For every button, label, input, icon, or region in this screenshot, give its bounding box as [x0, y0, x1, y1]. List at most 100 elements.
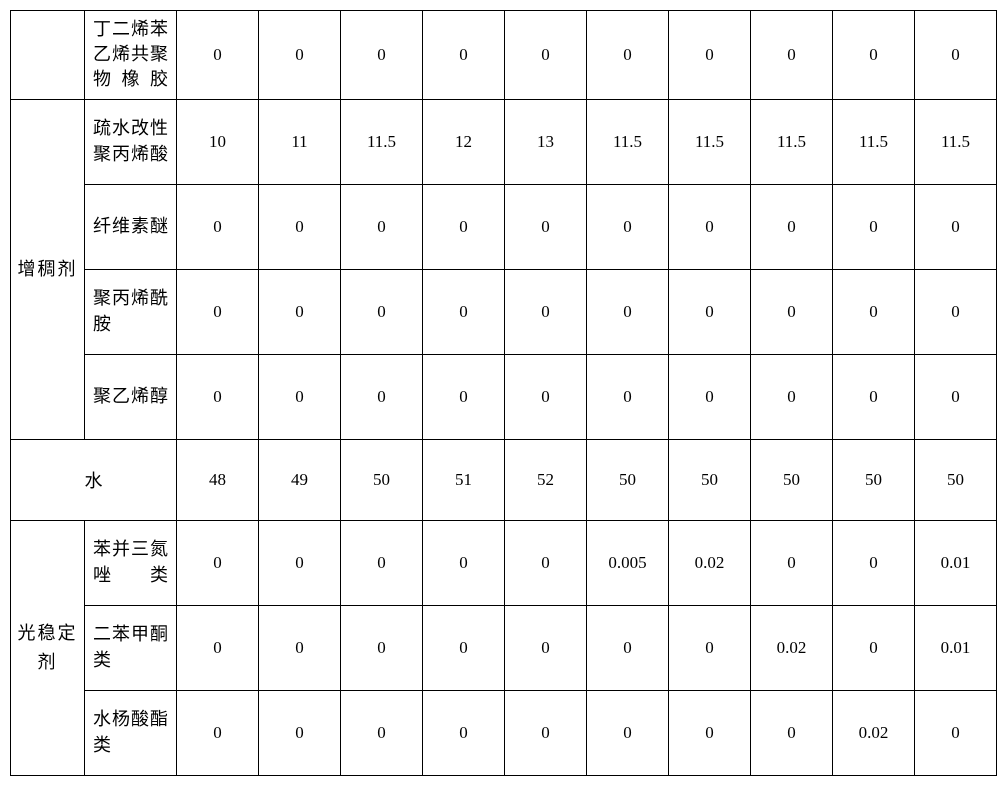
data-cell: 0	[915, 184, 997, 269]
data-cell: 0	[341, 11, 423, 100]
data-cell: 0.005	[587, 520, 669, 605]
data-cell: 0	[259, 269, 341, 354]
data-cell: 50	[587, 439, 669, 520]
data-cell: 0	[751, 184, 833, 269]
data-cell: 0	[341, 269, 423, 354]
data-cell: 11.5	[915, 99, 997, 184]
data-cell: 50	[341, 439, 423, 520]
table-row: 水杨酸酯类 0 0 0 0 0 0 0 0 0.02 0	[11, 690, 997, 775]
data-cell: 0	[423, 11, 505, 100]
data-cell: 0	[915, 11, 997, 100]
group-cell-prev	[11, 11, 85, 100]
data-cell: 0	[669, 11, 751, 100]
data-cell: 0.02	[669, 520, 751, 605]
data-cell: 0	[669, 184, 751, 269]
data-cell: 50	[833, 439, 915, 520]
data-cell: 0	[587, 184, 669, 269]
data-cell: 0	[505, 520, 587, 605]
data-cell: 0	[341, 690, 423, 775]
data-cell: 0	[833, 184, 915, 269]
data-cell: 0	[341, 520, 423, 605]
data-cell: 0	[587, 605, 669, 690]
data-cell: 0	[423, 354, 505, 439]
row-label: 水杨酸酯类	[85, 690, 177, 775]
row-label: 纤维素醚	[85, 184, 177, 269]
data-cell: 0	[177, 11, 259, 100]
data-cell: 0	[833, 11, 915, 100]
data-cell: 0	[751, 269, 833, 354]
data-cell: 12	[423, 99, 505, 184]
data-cell: 0	[669, 605, 751, 690]
data-cell: 0	[177, 605, 259, 690]
data-cell: 51	[423, 439, 505, 520]
data-cell: 0	[177, 690, 259, 775]
data-cell: 0	[587, 269, 669, 354]
table-row: 光稳定 剂 苯并三氮唑类 0 0 0 0 0 0.005 0.02 0 0 0.…	[11, 520, 997, 605]
row-label: 聚乙烯醇	[85, 354, 177, 439]
table-row: 纤维素醚 0 0 0 0 0 0 0 0 0 0	[11, 184, 997, 269]
data-cell: 50	[751, 439, 833, 520]
data-cell: 0	[177, 354, 259, 439]
row-label: 疏水改性聚丙烯酸	[85, 99, 177, 184]
data-cell: 0	[751, 354, 833, 439]
table-row: 丁二烯苯乙烯共聚物橡胶 0 0 0 0 0 0 0 0 0 0	[11, 11, 997, 100]
data-cell: 11	[259, 99, 341, 184]
data-cell: 0	[833, 605, 915, 690]
table-row-water: 水 48 49 50 51 52 50 50 50 50 50	[11, 439, 997, 520]
data-cell: 0	[833, 354, 915, 439]
data-cell: 0	[915, 269, 997, 354]
row-label-water: 水	[11, 439, 177, 520]
data-cell: 0	[341, 184, 423, 269]
data-cell: 0	[751, 11, 833, 100]
data-cell: 0	[505, 354, 587, 439]
table-row: 二苯甲酮类 0 0 0 0 0 0 0 0.02 0 0.01	[11, 605, 997, 690]
data-cell: 0	[423, 269, 505, 354]
data-cell: 0	[833, 269, 915, 354]
data-cell: 0	[915, 690, 997, 775]
data-cell: 0	[177, 184, 259, 269]
data-cell: 0	[259, 11, 341, 100]
data-cell: 0	[751, 520, 833, 605]
data-cell: 0	[259, 690, 341, 775]
row-label: 丁二烯苯乙烯共聚物橡胶	[85, 11, 177, 100]
data-cell: 0	[669, 269, 751, 354]
table-row: 聚丙烯酰胺 0 0 0 0 0 0 0 0 0 0	[11, 269, 997, 354]
data-cell: 0	[587, 354, 669, 439]
data-cell: 48	[177, 439, 259, 520]
table-row: 聚乙烯醇 0 0 0 0 0 0 0 0 0 0	[11, 354, 997, 439]
table-row: 增稠剂 疏水改性聚丙烯酸 10 11 11.5 12 13 11.5 11.5 …	[11, 99, 997, 184]
data-cell: 52	[505, 439, 587, 520]
group-cell-thickener: 增稠剂	[11, 99, 85, 439]
data-cell: 0	[505, 11, 587, 100]
data-cell: 0	[423, 690, 505, 775]
data-cell: 0	[259, 184, 341, 269]
data-cell: 0	[751, 690, 833, 775]
data-cell: 0	[587, 11, 669, 100]
data-cell: 0	[259, 605, 341, 690]
data-cell: 0.01	[915, 605, 997, 690]
data-cell: 0	[259, 520, 341, 605]
data-cell: 50	[915, 439, 997, 520]
row-label: 二苯甲酮类	[85, 605, 177, 690]
data-cell: 0	[341, 354, 423, 439]
data-cell: 0	[587, 690, 669, 775]
data-cell: 0	[669, 690, 751, 775]
row-label: 苯并三氮唑类	[85, 520, 177, 605]
data-cell: 0	[259, 354, 341, 439]
data-cell: 0	[505, 605, 587, 690]
data-cell: 0.02	[833, 690, 915, 775]
data-cell: 0	[423, 184, 505, 269]
data-cell: 0	[505, 184, 587, 269]
data-cell: 0	[669, 354, 751, 439]
data-cell: 0	[833, 520, 915, 605]
composition-table: 丁二烯苯乙烯共聚物橡胶 0 0 0 0 0 0 0 0 0 0 增稠剂 疏水改性…	[10, 10, 997, 776]
data-cell: 0	[177, 269, 259, 354]
data-cell: 0	[341, 605, 423, 690]
data-cell: 11.5	[587, 99, 669, 184]
group-label: 增稠剂	[18, 259, 78, 279]
data-cell: 11.5	[669, 99, 751, 184]
data-cell: 0	[177, 520, 259, 605]
data-cell: 50	[669, 439, 751, 520]
data-cell: 11.5	[341, 99, 423, 184]
group-label: 光稳定 剂	[18, 623, 78, 672]
